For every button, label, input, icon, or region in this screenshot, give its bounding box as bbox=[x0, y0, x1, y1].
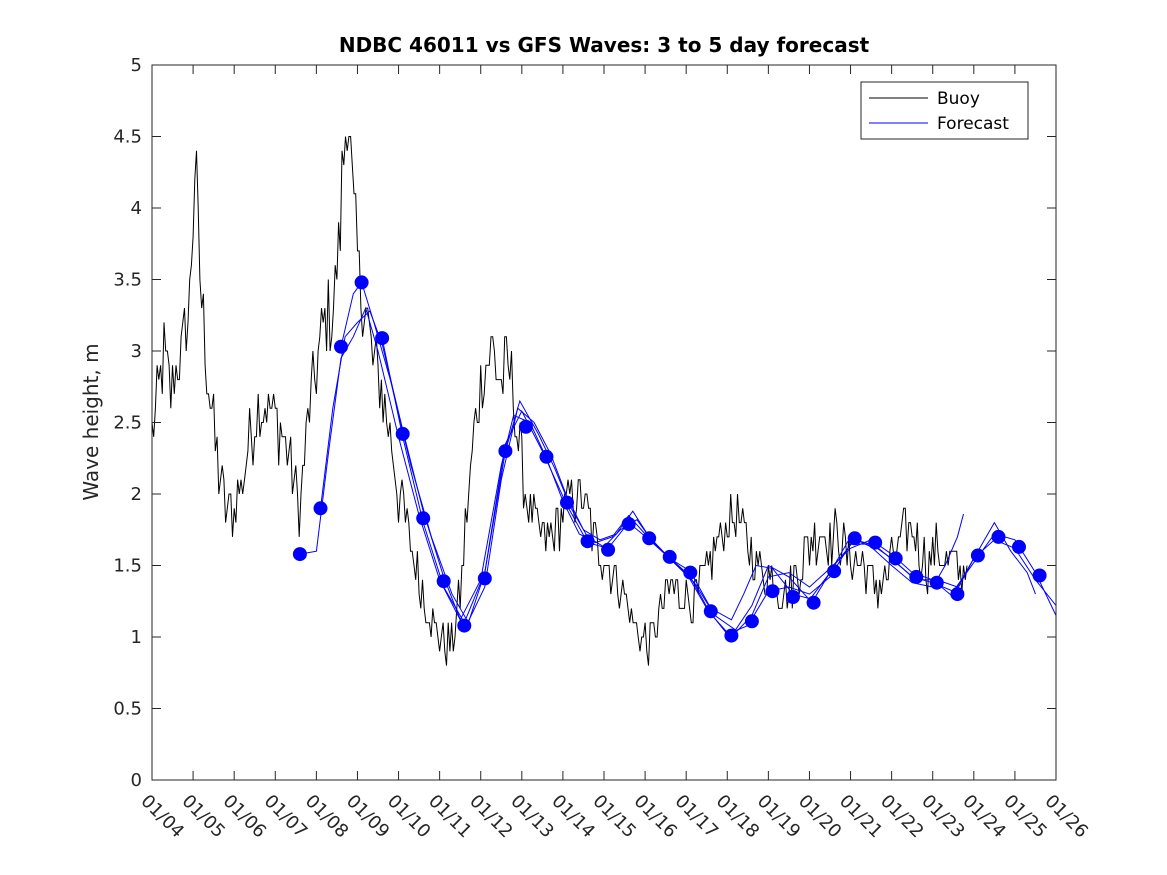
forecast-marker bbox=[662, 549, 677, 564]
x-tick-label: 01/11 bbox=[424, 791, 476, 843]
x-tick-label: 01/06 bbox=[219, 791, 271, 843]
forecast-marker bbox=[950, 587, 965, 602]
forecast-marker bbox=[929, 575, 944, 590]
x-tick-label: 01/16 bbox=[630, 791, 682, 843]
x-tick-label: 01/13 bbox=[506, 791, 558, 843]
x-tick-label: 01/08 bbox=[301, 791, 353, 843]
forecast-marker bbox=[1012, 539, 1026, 554]
chart-title: NDBC 46011 vs GFS Waves: 3 to 5 day fore… bbox=[339, 33, 870, 57]
legend-buoy-label: Buoy bbox=[937, 89, 980, 109]
forecast-marker bbox=[436, 574, 451, 589]
forecast-marker bbox=[765, 584, 780, 599]
forecast-marker bbox=[580, 534, 595, 549]
forecast-marker bbox=[292, 547, 307, 562]
forecast-marker bbox=[395, 426, 410, 441]
forecast-marker bbox=[744, 614, 759, 629]
x-tick-label: 01/09 bbox=[342, 791, 394, 843]
forecast-marker bbox=[806, 595, 821, 610]
forecast-marker bbox=[601, 542, 616, 557]
x-tick-label: 01/24 bbox=[958, 791, 1010, 843]
forecast-marker bbox=[477, 571, 492, 586]
forecast-marker bbox=[375, 331, 390, 346]
x-tick-label: 01/19 bbox=[753, 791, 805, 843]
y-tick-label: 1 bbox=[131, 627, 142, 648]
forecast-marker bbox=[827, 564, 842, 579]
y-tick-labels: 0 0.5 1 1.5 2 2.5 3 3.5 4 4.5 5 bbox=[113, 55, 142, 791]
buoy-line bbox=[151, 136, 968, 666]
x-tick-label: 01/05 bbox=[178, 791, 230, 843]
forecast-marker bbox=[498, 444, 513, 459]
x-tick-label: 01/17 bbox=[671, 791, 723, 843]
y-tick-label: 2 bbox=[131, 484, 142, 505]
forecast-marker bbox=[724, 628, 739, 643]
x-tick-label: 01/10 bbox=[383, 791, 435, 843]
forecast-marker bbox=[991, 529, 1006, 544]
plot-area bbox=[152, 65, 1056, 780]
forecast-marker bbox=[416, 511, 431, 526]
x-tick-label: 01/26 bbox=[1040, 791, 1092, 843]
y-tick-label: 0 bbox=[131, 770, 142, 791]
y-tick-label: 2.5 bbox=[113, 413, 142, 434]
legend: Buoy Forecast bbox=[860, 81, 1029, 140]
y-tick-label: 5 bbox=[131, 55, 142, 76]
x-tick-label: 01/21 bbox=[835, 791, 887, 843]
x-tick-label: 01/15 bbox=[588, 791, 640, 843]
forecast-markers bbox=[292, 275, 1047, 643]
forecast-marker bbox=[560, 495, 574, 510]
y-tick-label: 4.5 bbox=[113, 127, 142, 148]
x-tick-label: 01/20 bbox=[794, 791, 846, 843]
forecast-marker bbox=[1032, 568, 1047, 583]
y-tick-label: 3.5 bbox=[113, 270, 142, 291]
x-tick-label: 01/23 bbox=[917, 791, 969, 843]
x-tick-label: 01/22 bbox=[876, 791, 928, 843]
x-tick-labels: 01/0401/0501/0601/0701/0801/0901/1001/11… bbox=[136, 791, 1092, 843]
buoy-series bbox=[151, 136, 968, 666]
x-tick-label: 01/07 bbox=[260, 791, 312, 843]
forecast-marker bbox=[354, 275, 369, 290]
forecast-marker bbox=[518, 419, 533, 434]
x-tick-label: 01/14 bbox=[547, 791, 599, 843]
forecast-marker bbox=[313, 501, 328, 516]
forecast-marker bbox=[909, 569, 924, 584]
x-tick-label: 01/25 bbox=[999, 791, 1051, 843]
legend-box bbox=[860, 81, 1029, 140]
axis-ticks bbox=[151, 64, 1057, 781]
forecast-marker bbox=[868, 535, 883, 550]
forecast-marker bbox=[539, 449, 554, 464]
forecast-marker bbox=[847, 531, 862, 546]
forecast-marker bbox=[970, 548, 985, 563]
x-tick-label: 01/12 bbox=[465, 791, 517, 843]
y-axis-label: Wave height, m bbox=[79, 343, 103, 500]
x-tick-label: 01/04 bbox=[136, 791, 188, 843]
forecast-marker bbox=[334, 339, 348, 354]
y-tick-label: 3 bbox=[131, 341, 142, 362]
forecast-marker bbox=[888, 551, 903, 566]
x-tick-label: 01/18 bbox=[712, 791, 764, 843]
forecast-marker bbox=[457, 618, 472, 633]
y-tick-label: 1.5 bbox=[113, 556, 142, 577]
forecast-marker bbox=[642, 531, 657, 546]
y-tick-label: 4 bbox=[131, 198, 142, 219]
forecast-marker bbox=[683, 565, 698, 580]
forecast-marker bbox=[703, 604, 718, 619]
y-tick-label: 0.5 bbox=[113, 699, 142, 720]
forecast-marker bbox=[621, 517, 636, 531]
forecast-marker bbox=[786, 590, 800, 604]
legend-forecast-label: Forecast bbox=[937, 114, 1009, 134]
